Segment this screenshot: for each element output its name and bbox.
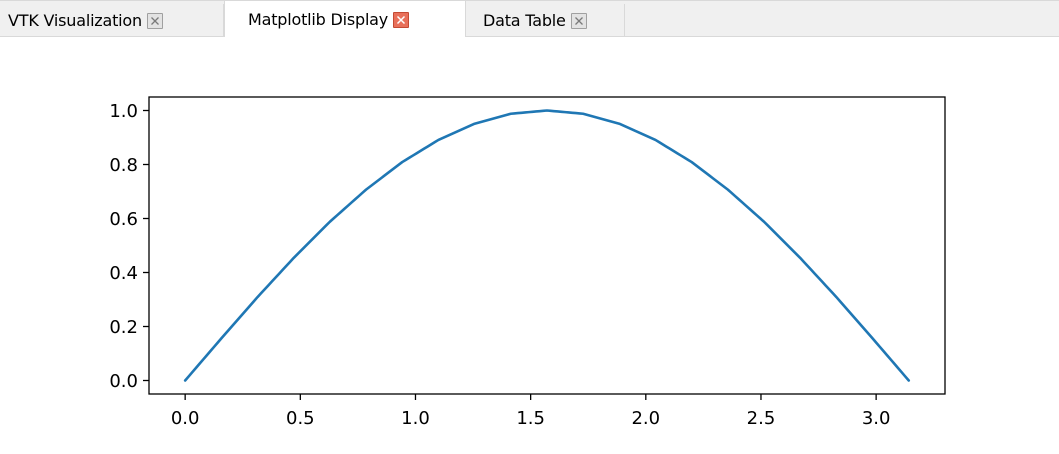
axes-frame (148, 96, 946, 395)
tab-bar: VTK Visualization Matplotlib Display Dat… (0, 0, 1059, 38)
y-tick-label: 0.2 (109, 317, 138, 338)
matplotlib-canvas: 0.0 0.5 1.0 1.5 2.0 2.5 3.0 0.0 0.2 0.4 0.6 0.8 1.0 (0, 37, 1059, 454)
close-icon[interactable] (570, 12, 587, 29)
x-tick-label: 2.0 (631, 408, 660, 429)
y-tick-label: 0.4 (109, 263, 138, 284)
y-tick-label: 0.6 (109, 209, 138, 230)
tab-matplotlib-display[interactable]: Matplotlib Display (224, 1, 466, 38)
tab-data-table[interactable]: Data Table (466, 4, 625, 37)
x-tick-label: 0.5 (286, 408, 315, 429)
y-tick-label: 1.0 (109, 101, 138, 122)
close-icon[interactable] (393, 11, 410, 28)
x-tick-label: 1.5 (516, 408, 545, 429)
x-tick-label: 3.0 (862, 408, 891, 429)
y-tick-label: 0.8 (109, 155, 138, 176)
tab-label: VTK Visualization (8, 11, 142, 30)
x-tick-label: 1.0 (401, 408, 430, 429)
axis-ticks: 0.0 0.5 1.0 1.5 2.0 2.5 3.0 0.0 0.2 0.4 0.6 0.8 1.0 (109, 101, 890, 429)
tab-label: Matplotlib Display (248, 10, 389, 29)
tab-vtk-visualization[interactable]: VTK Visualization (0, 4, 224, 37)
y-tick-label: 0.0 (109, 371, 138, 392)
line-chart: 0.0 0.5 1.0 1.5 2.0 2.5 3.0 0.0 0.2 0.4 0.6 0.8 1.0 (109, 96, 946, 429)
x-tick-label: 2.5 (747, 408, 776, 429)
x-tick-label: 0.0 (171, 408, 200, 429)
tab-label: Data Table (483, 11, 566, 30)
series-line (183, 109, 911, 382)
close-icon[interactable] (146, 12, 163, 29)
